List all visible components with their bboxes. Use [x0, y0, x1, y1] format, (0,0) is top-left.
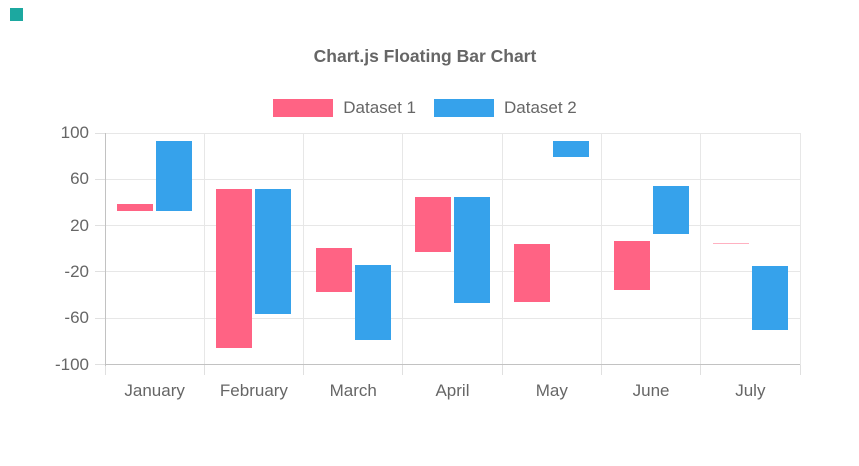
chart-title: Chart.js Floating Bar Chart [313, 46, 537, 66]
bar-dataset1-april[interactable] [415, 196, 451, 253]
bar-dataset1-may[interactable] [514, 244, 551, 302]
bar-dataset2-may[interactable] [553, 141, 590, 158]
chart-legend: Dataset 1 Dataset 2 [0, 99, 850, 117]
corner-marker [10, 8, 23, 21]
bar-dataset1-january[interactable] [117, 203, 154, 211]
x-tick-2 [303, 364, 305, 375]
legend-swatch-dataset-2 [434, 99, 494, 117]
bar-dataset1-february[interactable] [216, 188, 253, 349]
y-axis-label--20: -20 [64, 261, 89, 281]
bar-dataset1-march[interactable] [315, 247, 352, 292]
bar-dataset2-january[interactable] [156, 141, 193, 211]
bar-dataset2-march[interactable] [354, 264, 391, 341]
gridline-h-60 [105, 178, 800, 180]
gridline-v-7 [799, 133, 801, 365]
gridline-h--20 [105, 271, 800, 273]
x-tick-4 [501, 364, 503, 375]
y-axis-label--100: -100 [54, 354, 89, 374]
x-tick-0 [104, 364, 106, 375]
x-axis-label-january: January [124, 381, 185, 400]
gridline-h--60 [105, 317, 800, 319]
x-axis-label-march: March [329, 381, 377, 400]
bar-dataset2-july[interactable] [751, 266, 788, 330]
x-axis-label-april: April [435, 381, 470, 400]
gridline-v-3 [402, 133, 404, 365]
legend-item-dataset-1[interactable]: Dataset 1 [273, 99, 416, 117]
y-tick-60 [95, 178, 105, 180]
bar-dataset2-april[interactable] [454, 196, 490, 304]
y-tick--100 [95, 364, 105, 365]
x-axis-line [105, 364, 800, 365]
legend-swatch-dataset-1 [273, 99, 334, 117]
bar-dataset2-june[interactable] [652, 186, 689, 234]
x-axis-label-may: May [535, 381, 568, 400]
y-tick--60 [95, 317, 105, 319]
gridline-v-4 [501, 133, 503, 365]
y-axis-label--60: -60 [64, 308, 89, 328]
y-tick--20 [95, 271, 105, 273]
gridline-v-5 [600, 133, 602, 365]
x-axis-label-june: June [632, 381, 670, 400]
y-axis-line [104, 133, 106, 366]
gridline-v-2 [303, 133, 305, 365]
y-axis-label-100: 100 [60, 123, 89, 142]
x-axis-label-february: February [219, 381, 288, 400]
x-tick-6 [700, 364, 702, 375]
x-tick-1 [203, 364, 205, 375]
gridline-h-20 [105, 225, 800, 227]
legend-label-dataset-1: Dataset 1 [343, 98, 416, 117]
x-tick-7 [799, 364, 801, 375]
legend-label-dataset-2: Dataset 2 [504, 98, 577, 117]
x-tick-5 [600, 364, 602, 375]
gridline-v-1 [203, 133, 205, 365]
bar-dataset1-july[interactable] [712, 242, 749, 245]
bar-dataset2-february[interactable] [255, 188, 292, 314]
gridline-h-100 [105, 132, 800, 134]
y-axis-label-60: 60 [70, 169, 89, 189]
x-tick-3 [402, 364, 404, 375]
y-tick-100 [95, 132, 105, 134]
legend-item-dataset-2[interactable]: Dataset 2 [434, 99, 577, 117]
gridline-v-6 [700, 133, 702, 365]
y-tick-20 [95, 225, 105, 227]
y-axis-label-20: 20 [70, 215, 89, 235]
x-axis-label-july: July [735, 381, 766, 400]
bar-dataset1-june[interactable] [613, 240, 650, 291]
